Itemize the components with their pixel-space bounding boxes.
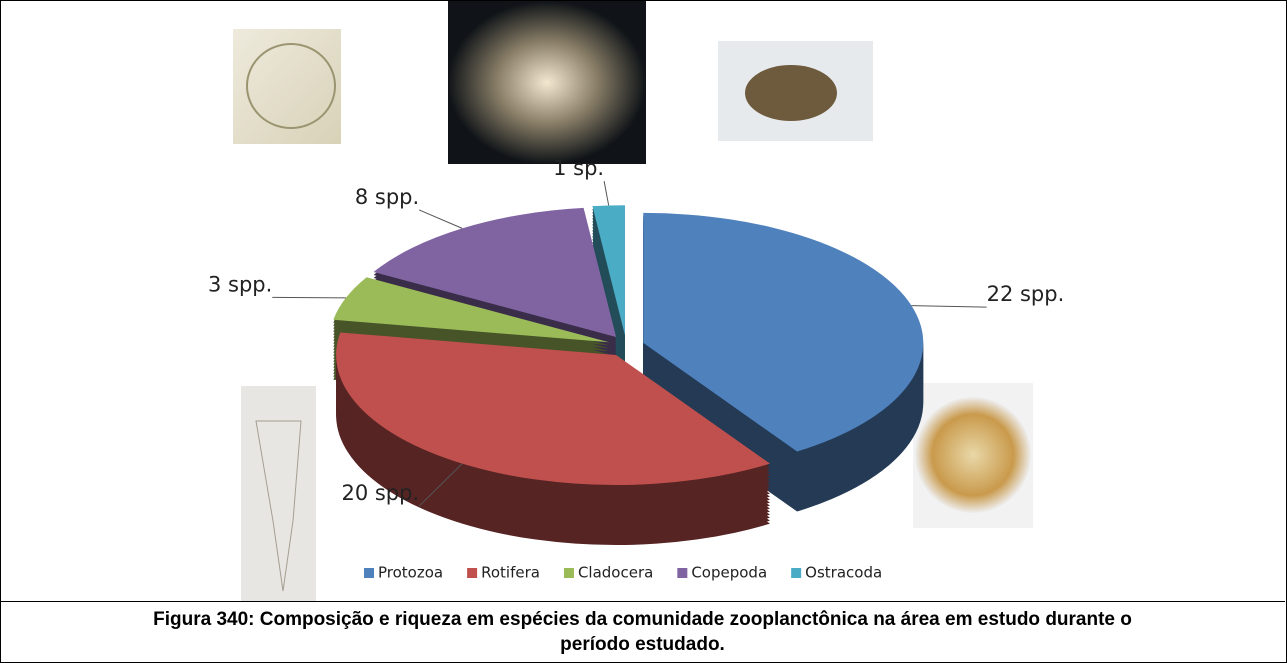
leader-line <box>418 463 463 507</box>
data-label: 8 spp. <box>355 185 419 209</box>
protozoa-shape <box>915 397 1031 513</box>
data-label: 20 spp. <box>341 481 419 505</box>
data-label: 3 spp. <box>208 272 272 296</box>
cladocera-photo <box>233 29 341 144</box>
slice <box>373 207 617 337</box>
legend-swatch <box>364 568 374 578</box>
leader-line <box>603 181 610 206</box>
chart: 22 spp. 20 spp. 3 spp. 8 spp. 1 sp. Protozoa R… <box>208 1 1065 601</box>
leader-line <box>418 209 463 229</box>
copepoda-photo <box>448 1 646 164</box>
ostracoda-shape <box>745 65 837 121</box>
legend-label: Cladocera <box>578 564 653 582</box>
legend-label: Ostracoda <box>805 564 882 582</box>
leader-line <box>911 305 987 308</box>
data-label: 22 spp. <box>987 282 1065 306</box>
legend-swatch <box>563 568 574 578</box>
caption: Figura 340: Composição e riqueza em espé… <box>0 601 1285 661</box>
data-label: 1 sp. <box>553 156 604 180</box>
slice <box>333 277 610 343</box>
cladocera-drawing <box>246 43 336 129</box>
rotifera-photo <box>241 386 316 601</box>
legend-label: Copepoda <box>691 564 767 582</box>
rotifera-drawing <box>255 420 302 592</box>
legend-swatch <box>467 568 478 578</box>
legend-label: Protozoa <box>378 564 443 582</box>
slice <box>643 212 924 452</box>
legend-label: Rotifera <box>481 564 540 582</box>
legend-swatch <box>791 568 802 578</box>
slice <box>336 332 770 486</box>
slice <box>592 205 625 336</box>
legend-swatch <box>677 568 688 578</box>
